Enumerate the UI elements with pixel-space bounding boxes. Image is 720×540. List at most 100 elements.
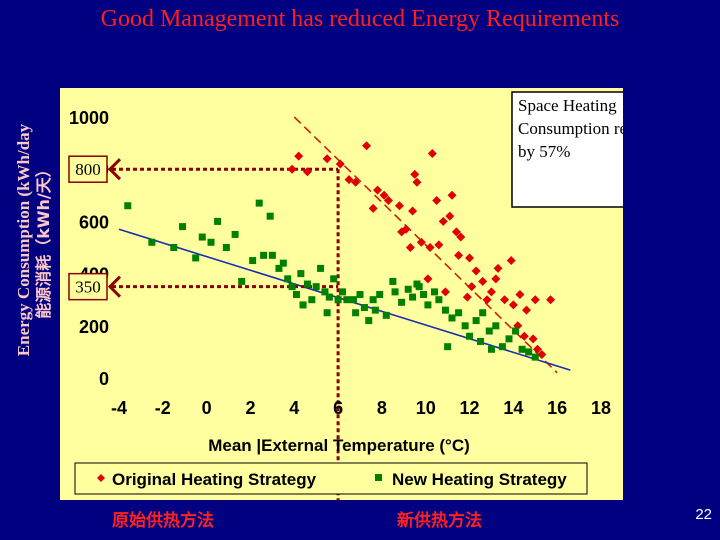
original-data-point [471,266,481,276]
new-data-point [525,348,533,356]
caption-original: 原始供热方法 [112,511,214,531]
y-tick-label: 1000 [69,108,109,128]
original-data-point [432,196,442,206]
original-data-point [532,344,542,354]
new-data-point [266,212,274,220]
new-data-point [334,296,342,304]
new-data-point [531,353,539,361]
original-data-point [373,185,383,195]
new-data-point [441,306,449,314]
original-data-point [397,227,407,237]
data-points [124,141,556,361]
original-data-point [491,274,501,284]
new-data-point [435,296,443,304]
x-tick-label: 18 [591,398,611,418]
new-data-point [321,288,329,296]
original-data-point [405,243,415,252]
annotation-line: by 57% [518,142,570,161]
x-tick-label: 14 [503,398,523,418]
annotation-box: Space Heating Consumption reduced by 57% [511,91,623,208]
new-data-point [485,327,493,335]
original-data-point [379,190,389,200]
new-data-point [455,309,463,317]
legend-label-original: Original Heating Strategy [112,470,317,489]
new-data-point [325,293,333,301]
original-data-point [394,201,404,211]
legend-marker-original [97,474,105,482]
new-data-point [249,257,257,265]
y-axis-label-zh: 能源消耗（kWh/天） [34,161,53,319]
new-data-point [492,322,500,330]
marker-arrowhead [107,158,122,181]
original-data-point [440,287,450,297]
new-data-point [398,298,406,306]
marker-label-text: 800 [75,160,101,179]
original-data-point [537,350,547,360]
annotation-text: Space Heating Consumption reduced by 57% [518,96,623,161]
new-data-point [170,244,178,251]
new-data-point [179,223,187,231]
marker-label-box [68,155,108,183]
new-data-point [352,309,360,317]
x-tick-label: 6 [333,398,343,418]
x-tick-label: 10 [416,398,436,418]
original-data-point [362,141,372,151]
y-tick-label: 0 [99,369,109,389]
new-data-point [365,317,373,325]
new-data-point [420,290,428,298]
marker-arrowhead [107,275,122,298]
new-data-point [214,217,222,225]
original-data-point [486,287,496,297]
new-data-point [222,244,230,251]
original-data-point [416,237,426,247]
new-data-point [238,277,246,285]
new-data-point [448,314,456,322]
new-data-point [312,283,320,291]
guide-lines [112,167,340,500]
new-data-point [343,296,351,304]
original-data-point [500,295,510,305]
page-number: 22 [695,506,712,523]
marker-labels: 800 350 [68,155,122,301]
legend-label-new: New Heating Strategy [392,470,567,489]
original-data-point [322,154,332,164]
annotation-line: Consumption reduced [518,119,623,138]
original-data-point [522,305,532,315]
new-data-point [505,335,513,343]
original-data-point [465,253,475,263]
original-data-point [412,177,422,187]
original-data-point [528,334,538,344]
original-data-point [410,169,420,179]
original-data-point [462,292,472,302]
original-data-point [447,190,457,200]
new-data-point [477,337,484,345]
new-data-point [424,301,432,309]
new-data-point [317,264,325,272]
y-axis-label-en: Energy Consumption (kWh/day [14,123,33,357]
annotation-line: Space Heating [518,96,617,115]
new-data-point [192,254,200,262]
legend-box [74,462,588,495]
new-data-point [308,296,316,304]
new-data-point [207,238,215,246]
new-data-point [461,322,469,330]
caption-new: 新供热方法 [397,511,482,531]
x-axis-label: Mean |External Temperature (°C) [208,436,470,455]
new-data-point [284,275,292,283]
new-data-point [292,290,300,298]
original-data-point [530,295,540,305]
new-data-point [466,332,474,340]
original-data-point [451,227,461,237]
new-data-point [413,280,421,288]
original-data-point [434,240,444,250]
new-data-point [198,233,206,241]
legend: Original Heating Strategy New Heating Str… [74,462,588,495]
new-data-point [260,251,268,259]
x-tick-label: 12 [460,398,480,418]
new-data-point [231,230,239,238]
y-axis-label: Energy Consumption (kWh/day 能源消耗（kWh/天） [10,90,58,390]
original-data-point [302,167,312,177]
x-tick-label: 8 [377,398,387,418]
x-tick-label: 16 [547,398,567,418]
original-data-point [508,300,518,310]
